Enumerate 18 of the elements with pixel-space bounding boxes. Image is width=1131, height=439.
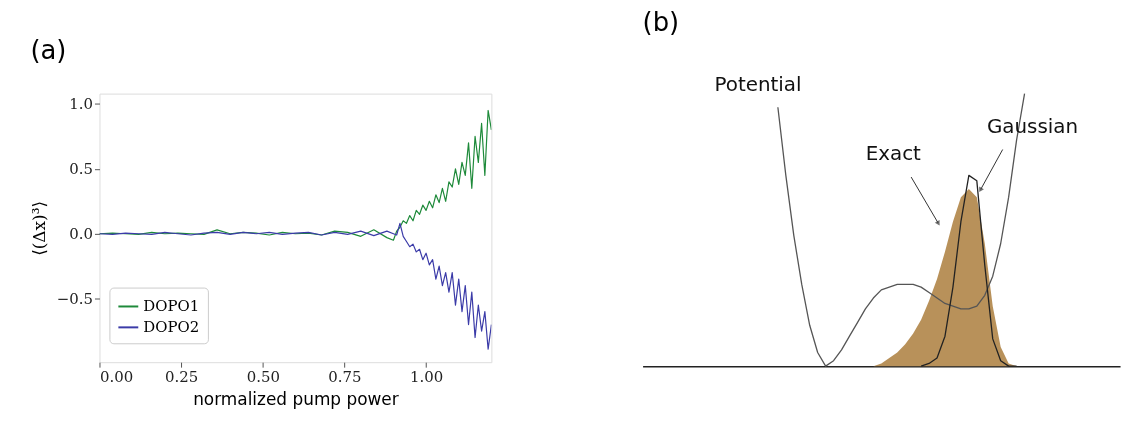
text: Exact	[865, 142, 922, 166]
y-tick-label: 1.0	[69, 95, 94, 114]
x-axis-title: normalized pump power	[193, 389, 399, 410]
chart-title: (b)	[642, 6, 680, 37]
y-axis-title: ⟨(Δx)³⟩	[28, 200, 49, 256]
series-label: Potential	[714, 73, 802, 97]
y-tick-label: 0.0	[69, 225, 94, 244]
x-tick-label: 0.00	[99, 367, 134, 386]
x-tick-label: 1.00	[409, 367, 444, 386]
chart-title: (a)	[30, 34, 67, 65]
legend-label: DOPO2	[143, 318, 200, 337]
x-tick-label: 0.50	[246, 367, 280, 386]
y-tick-label: 0.5	[69, 160, 94, 179]
text: Gaussian	[986, 114, 1079, 138]
legend-label: DOPO1	[143, 297, 200, 316]
y-tick-label: −0.5	[56, 290, 94, 309]
x-tick-label: 0.25	[165, 367, 199, 386]
x-tick-label: 0.75	[328, 367, 362, 386]
